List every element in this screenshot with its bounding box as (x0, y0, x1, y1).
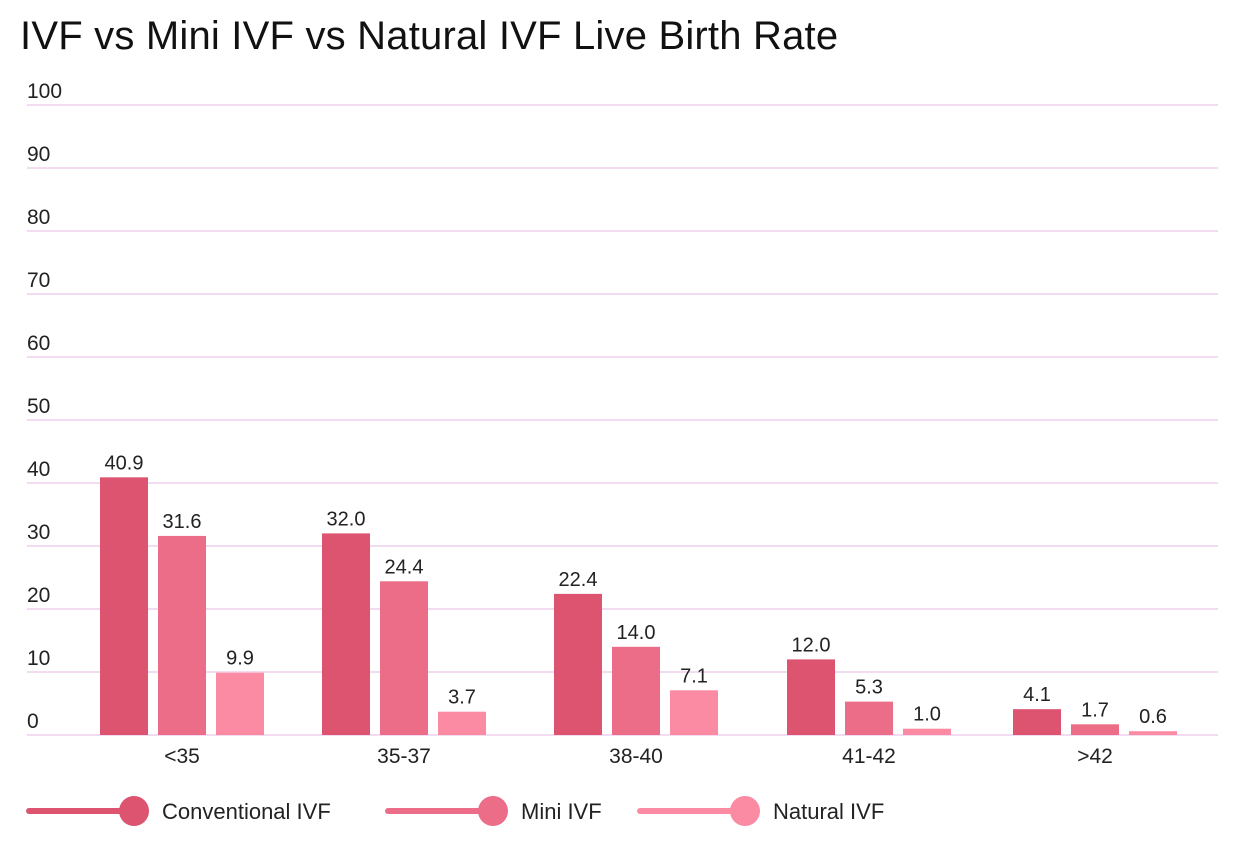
y-tick-label-10: 10 (27, 647, 50, 670)
legend: Conventional IVF Mini IVF Natural IVF (26, 796, 884, 826)
data-label-mini-ivf-35-37: 24.4 (385, 556, 424, 578)
data-label-conventional-ivf-35: 40.9 (105, 452, 144, 474)
data-label-natural-ivf-41-42: 1.0 (913, 704, 941, 726)
x-tick-label-42: >42 (1077, 745, 1113, 768)
bar-conventional-ivf-35-37 (322, 533, 370, 735)
chart-title: IVF vs Mini IVF vs Natural IVF Live Birt… (20, 14, 839, 58)
x-axis-ticks: <35 35-37 38-40 41-42 >42 (164, 745, 1113, 768)
data-label-natural-ivf-42: 0.6 (1139, 706, 1167, 728)
data-label-mini-ivf-42: 1.7 (1081, 699, 1109, 721)
legend-swatch-marker (119, 796, 149, 826)
y-tick-label-100: 100 (27, 80, 62, 103)
y-tick-label-90: 90 (27, 143, 50, 166)
bar-mini-ivf-35 (158, 535, 206, 735)
data-label-natural-ivf-38-40: 7.1 (680, 665, 708, 687)
bar-natural-ivf-35-37 (438, 711, 486, 735)
legend-item-conventional-ivf: Conventional IVF (26, 796, 331, 826)
y-tick-label-50: 50 (27, 395, 50, 418)
bar-natural-ivf-38-40 (670, 690, 718, 735)
bar-conventional-ivf-41-42 (787, 659, 835, 735)
y-tick-label-70: 70 (27, 269, 50, 292)
x-tick-label-38-40: 38-40 (609, 745, 663, 768)
bar-mini-ivf-35-37 (380, 581, 428, 735)
legend-item-mini-ivf: Mini IVF (385, 796, 602, 826)
bar-conventional-ivf-42 (1013, 709, 1061, 735)
x-tick-label-35-37: 35-37 (377, 745, 431, 768)
legend-swatch-marker (730, 796, 760, 826)
data-labels: 40.9 31.6 9.9 32.0 24.4 3.7 22.4 14.0 7.1 12.0 5.3… (105, 452, 1167, 728)
data-label-conventional-ivf-35-37: 32.0 (327, 508, 366, 530)
data-label-conventional-ivf-38-40: 22.4 (559, 569, 598, 591)
bar-mini-ivf-42 (1071, 724, 1119, 735)
y-tick-label-40: 40 (27, 458, 50, 481)
legend-swatch-marker (478, 796, 508, 826)
data-label-mini-ivf-38-40: 14.0 (617, 622, 656, 644)
bar-conventional-ivf-35 (100, 477, 148, 735)
data-label-mini-ivf-35: 31.6 (163, 511, 202, 533)
y-axis-ticks: 0 10 20 30 40 50 60 70 80 90 100 (27, 80, 62, 733)
bars (100, 477, 1177, 735)
bar-natural-ivf-35 (216, 672, 264, 735)
legend-label: Natural IVF (773, 799, 884, 824)
data-label-mini-ivf-41-42: 5.3 (855, 677, 883, 699)
data-label-conventional-ivf-42: 4.1 (1023, 684, 1051, 706)
bar-natural-ivf-41-42 (903, 728, 951, 735)
bar-conventional-ivf-38-40 (554, 593, 602, 735)
bar-mini-ivf-41-42 (845, 701, 893, 735)
y-tick-label-0: 0 (27, 710, 39, 733)
y-tick-label-30: 30 (27, 521, 50, 544)
legend-label: Mini IVF (521, 799, 602, 824)
bar-natural-ivf-42 (1129, 731, 1177, 735)
y-tick-label-80: 80 (27, 206, 50, 229)
data-label-natural-ivf-35-37: 3.7 (448, 687, 476, 709)
y-tick-label-60: 60 (27, 332, 50, 355)
data-label-natural-ivf-35: 9.9 (226, 648, 254, 670)
legend-item-natural-ivf: Natural IVF (637, 796, 884, 826)
data-label-conventional-ivf-41-42: 12.0 (792, 634, 831, 656)
bar-mini-ivf-38-40 (612, 646, 660, 735)
x-tick-label-35: <35 (164, 745, 200, 768)
x-tick-label-41-42: 41-42 (842, 745, 896, 768)
legend-label: Conventional IVF (162, 799, 331, 824)
y-tick-label-20: 20 (27, 584, 50, 607)
